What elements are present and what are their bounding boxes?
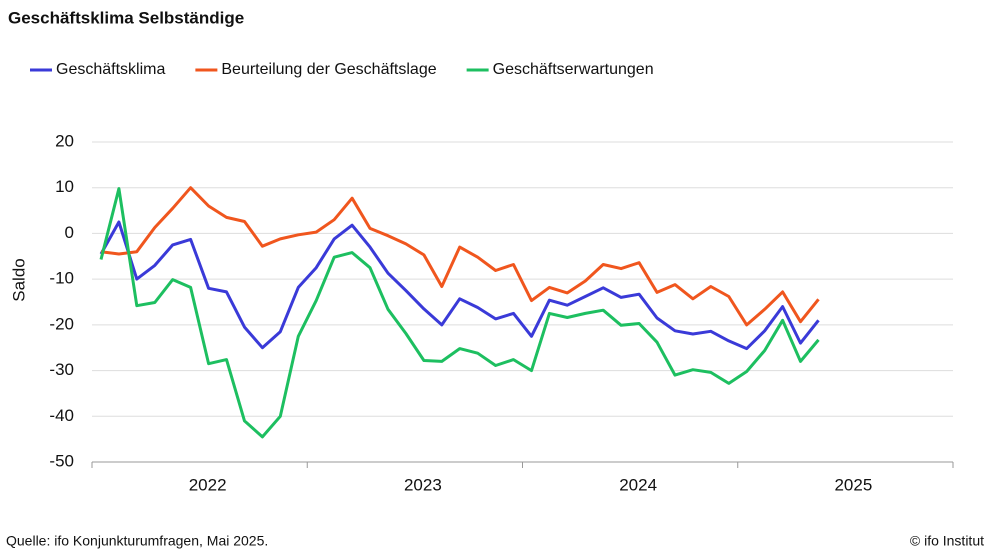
y-axis-label: Saldo [9,258,28,301]
data-line [99,187,820,439]
source-note: Quelle: ifo Konjunkturumfragen, Mai 2025… [6,533,268,549]
x-tick-label: 2025 [834,475,872,494]
legend-label: Beurteilung der Geschäftslage [221,61,436,78]
y-tick-label: -10 [49,269,74,288]
y-tick-label: -30 [49,360,74,379]
y-tick-label: 0 [65,223,74,242]
data-line [99,220,820,351]
legend-label: Geschäftserwartungen [493,61,654,78]
x-tick-label: 2022 [189,475,227,494]
y-tick-label: 10 [55,177,74,196]
y-tick-label: -20 [49,314,74,333]
y-tick-label: -50 [49,451,74,470]
credit: © ifo Institut [910,533,984,549]
legend-label: Geschäftsklima [56,61,165,78]
y-tick-label: -40 [49,406,74,425]
x-tick-label: 2023 [404,475,442,494]
y-tick-label: 20 [55,131,74,150]
chart-title: Geschäftsklima Selbständige [8,8,244,27]
data-line [100,186,820,327]
x-tick-label: 2024 [619,475,657,494]
